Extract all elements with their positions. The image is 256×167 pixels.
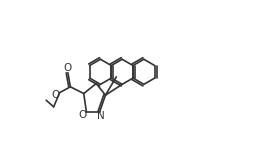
Text: O: O [78,110,86,120]
Text: O: O [52,90,60,100]
Text: N: N [97,111,105,121]
Text: O: O [63,63,71,73]
